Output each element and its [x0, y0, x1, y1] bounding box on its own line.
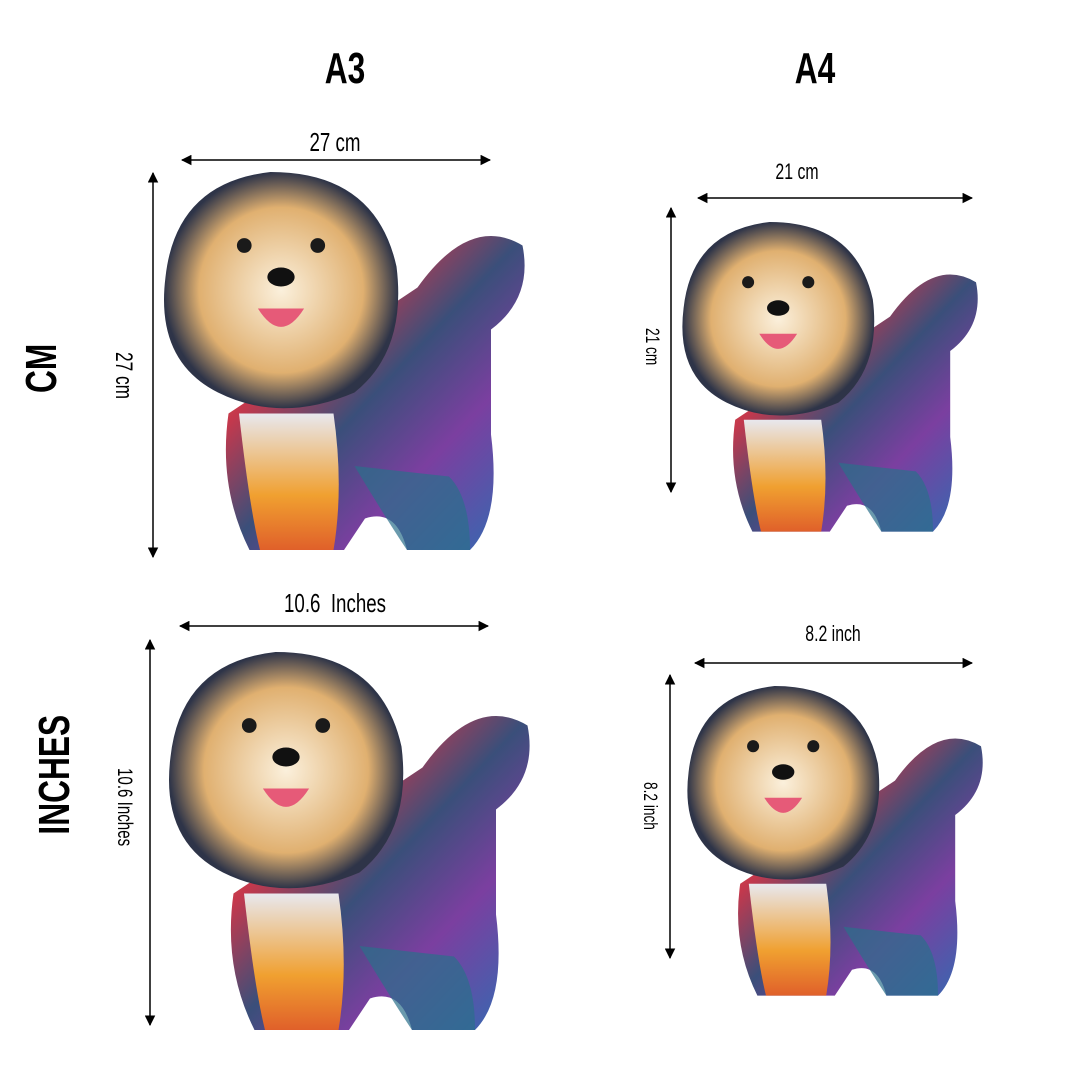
height-label-a4-inches: 8.2 inch: [639, 782, 660, 830]
column-header-a4: A4: [794, 44, 836, 93]
column-header-a3: A3: [324, 44, 366, 93]
width-label-a3-cm: 27 cm: [309, 127, 361, 157]
width-label-a4-cm: 21 cm: [775, 159, 819, 184]
height-label-a4-cm: 21 cm: [641, 328, 662, 366]
height-label-a3-cm: 27 cm: [110, 352, 137, 400]
height-label-a3-inches: 10.6 Inches: [113, 768, 136, 847]
width-label-a3-inches: 10.6 Inches: [284, 588, 386, 618]
width-label-a4-inches: 8.2 inch: [805, 621, 861, 646]
